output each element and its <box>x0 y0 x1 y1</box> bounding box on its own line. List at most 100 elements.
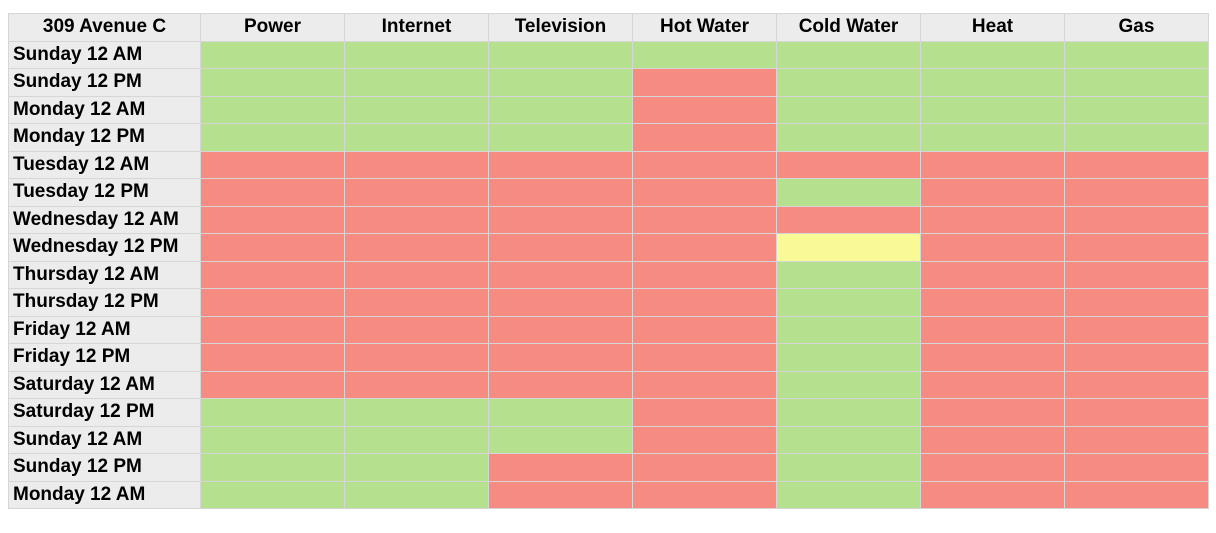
status-cell-power[interactable] <box>200 68 345 97</box>
column-header-internet[interactable]: Internet <box>344 13 489 42</box>
status-cell-internet[interactable] <box>344 260 489 289</box>
status-cell-hot-water[interactable] <box>632 178 777 207</box>
status-cell-internet[interactable] <box>344 453 489 482</box>
status-cell-hot-water[interactable] <box>632 453 777 482</box>
status-cell-television[interactable] <box>488 40 633 69</box>
status-cell-power[interactable] <box>200 315 345 344</box>
status-cell-television[interactable] <box>488 178 633 207</box>
status-cell-hot-water[interactable] <box>632 233 777 262</box>
status-cell-power[interactable] <box>200 95 345 124</box>
status-cell-gas[interactable] <box>1064 480 1209 509</box>
status-cell-internet[interactable] <box>344 288 489 317</box>
status-cell-hot-water[interactable] <box>632 425 777 454</box>
status-cell-heat[interactable] <box>920 40 1065 69</box>
row-header-cell[interactable]: Wednesday 12 AM <box>8 205 201 234</box>
row-header-cell[interactable]: Monday 12 AM <box>8 480 201 509</box>
status-cell-hot-water[interactable] <box>632 95 777 124</box>
status-cell-power[interactable] <box>200 205 345 234</box>
status-cell-hot-water[interactable] <box>632 260 777 289</box>
status-cell-cold-water[interactable] <box>776 398 921 427</box>
status-cell-heat[interactable] <box>920 425 1065 454</box>
status-cell-heat[interactable] <box>920 123 1065 152</box>
row-header-cell[interactable]: Monday 12 PM <box>8 123 201 152</box>
status-cell-gas[interactable] <box>1064 343 1209 372</box>
status-cell-television[interactable] <box>488 425 633 454</box>
status-cell-cold-water[interactable] <box>776 205 921 234</box>
status-cell-television[interactable] <box>488 205 633 234</box>
status-cell-heat[interactable] <box>920 370 1065 399</box>
status-cell-internet[interactable] <box>344 150 489 179</box>
status-cell-gas[interactable] <box>1064 95 1209 124</box>
status-cell-heat[interactable] <box>920 343 1065 372</box>
status-cell-cold-water[interactable] <box>776 68 921 97</box>
status-cell-television[interactable] <box>488 370 633 399</box>
status-cell-television[interactable] <box>488 95 633 124</box>
status-cell-television[interactable] <box>488 150 633 179</box>
status-cell-gas[interactable] <box>1064 260 1209 289</box>
row-header-cell[interactable]: Sunday 12 PM <box>8 68 201 97</box>
status-cell-television[interactable] <box>488 233 633 262</box>
row-header-cell[interactable]: Thursday 12 PM <box>8 288 201 317</box>
column-header-heat[interactable]: Heat <box>920 13 1065 42</box>
status-cell-internet[interactable] <box>344 95 489 124</box>
column-header-television[interactable]: Television <box>488 13 633 42</box>
column-header-gas[interactable]: Gas <box>1064 13 1209 42</box>
status-cell-heat[interactable] <box>920 260 1065 289</box>
status-cell-internet[interactable] <box>344 40 489 69</box>
status-cell-cold-water[interactable] <box>776 150 921 179</box>
status-cell-heat[interactable] <box>920 398 1065 427</box>
status-cell-heat[interactable] <box>920 233 1065 262</box>
status-cell-gas[interactable] <box>1064 425 1209 454</box>
status-cell-hot-water[interactable] <box>632 40 777 69</box>
status-cell-gas[interactable] <box>1064 453 1209 482</box>
row-header-cell[interactable]: Sunday 12 AM <box>8 425 201 454</box>
status-cell-hot-water[interactable] <box>632 205 777 234</box>
status-cell-cold-water[interactable] <box>776 95 921 124</box>
status-cell-cold-water[interactable] <box>776 453 921 482</box>
status-cell-television[interactable] <box>488 343 633 372</box>
status-cell-internet[interactable] <box>344 480 489 509</box>
status-cell-gas[interactable] <box>1064 205 1209 234</box>
status-cell-power[interactable] <box>200 343 345 372</box>
status-cell-gas[interactable] <box>1064 370 1209 399</box>
status-cell-television[interactable] <box>488 315 633 344</box>
status-cell-internet[interactable] <box>344 233 489 262</box>
status-cell-hot-water[interactable] <box>632 150 777 179</box>
status-cell-gas[interactable] <box>1064 288 1209 317</box>
status-cell-power[interactable] <box>200 425 345 454</box>
status-cell-gas[interactable] <box>1064 40 1209 69</box>
status-cell-power[interactable] <box>200 453 345 482</box>
status-cell-cold-water[interactable] <box>776 480 921 509</box>
status-cell-internet[interactable] <box>344 425 489 454</box>
status-cell-hot-water[interactable] <box>632 123 777 152</box>
status-cell-television[interactable] <box>488 453 633 482</box>
status-cell-television[interactable] <box>488 288 633 317</box>
status-cell-hot-water[interactable] <box>632 398 777 427</box>
column-header-hot-water[interactable]: Hot Water <box>632 13 777 42</box>
status-cell-heat[interactable] <box>920 205 1065 234</box>
status-cell-power[interactable] <box>200 123 345 152</box>
status-cell-power[interactable] <box>200 178 345 207</box>
row-header-cell[interactable]: Tuesday 12 PM <box>8 178 201 207</box>
status-cell-gas[interactable] <box>1064 315 1209 344</box>
status-cell-heat[interactable] <box>920 68 1065 97</box>
status-cell-power[interactable] <box>200 398 345 427</box>
status-cell-television[interactable] <box>488 68 633 97</box>
status-cell-power[interactable] <box>200 233 345 262</box>
status-cell-internet[interactable] <box>344 370 489 399</box>
status-cell-hot-water[interactable] <box>632 315 777 344</box>
status-cell-power[interactable] <box>200 150 345 179</box>
row-header-cell[interactable]: Monday 12 AM <box>8 95 201 124</box>
status-cell-cold-water[interactable] <box>776 343 921 372</box>
status-cell-hot-water[interactable] <box>632 68 777 97</box>
status-cell-power[interactable] <box>200 480 345 509</box>
row-header-cell[interactable]: Saturday 12 PM <box>8 398 201 427</box>
row-header-cell[interactable]: Saturday 12 AM <box>8 370 201 399</box>
status-cell-internet[interactable] <box>344 343 489 372</box>
status-cell-television[interactable] <box>488 123 633 152</box>
status-cell-cold-water[interactable] <box>776 233 921 262</box>
status-cell-hot-water[interactable] <box>632 343 777 372</box>
status-cell-gas[interactable] <box>1064 398 1209 427</box>
status-cell-power[interactable] <box>200 40 345 69</box>
corner-header-cell[interactable]: 309 Avenue C <box>8 13 201 42</box>
